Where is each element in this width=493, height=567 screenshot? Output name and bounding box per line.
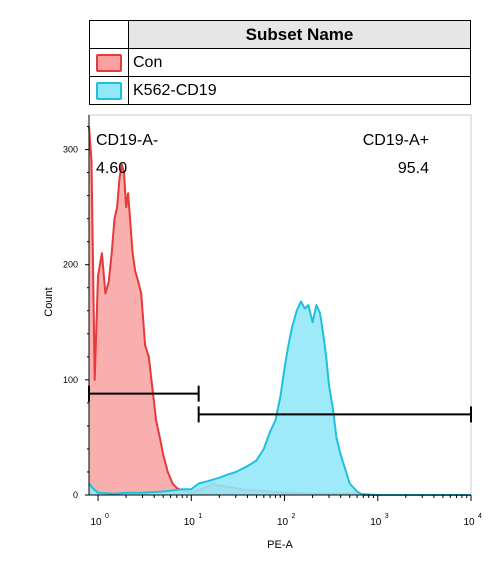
legend-header-row: Subset Name xyxy=(89,20,471,49)
x-tick-label: 10 xyxy=(90,517,102,528)
y-axis-label: Count xyxy=(43,287,55,316)
gate-layer: CD19-A- 4.60 CD19-A+ 95.4 xyxy=(88,132,472,423)
y-tick-label: 200 xyxy=(63,260,78,270)
x-tick-exponent: 4 xyxy=(478,513,482,520)
legend-table: Subset Name Con K562-CD19 xyxy=(89,20,471,105)
gate-label-cd19-a-: CD19-A- xyxy=(96,132,158,149)
y-tick-label: 100 xyxy=(63,375,78,385)
legend-swatch-cell xyxy=(89,76,129,105)
legend-label-k562-cd19: K562-CD19 xyxy=(128,76,471,105)
legend-row-k562-cd19: K562-CD19 xyxy=(89,76,471,105)
series-line-k562-cd19 xyxy=(88,300,471,496)
legend-header: Subset Name xyxy=(128,20,471,49)
x-tick-label: 10 xyxy=(277,517,289,528)
series-area-con xyxy=(89,126,471,495)
series-layer xyxy=(88,126,471,496)
series-area-k562-cd19 xyxy=(89,301,471,495)
x-tick-label: 10 xyxy=(463,517,475,528)
x-tick-label: 10 xyxy=(370,517,382,528)
y-tick-label: 0 xyxy=(73,490,78,500)
x-tick-exponent: 3 xyxy=(385,513,389,520)
x-tick-exponent: 1 xyxy=(198,513,202,520)
x-tick-label: 10 xyxy=(184,517,196,528)
x-tick-exponent: 2 xyxy=(292,513,296,520)
legend-swatch-k562-cd19 xyxy=(96,81,122,100)
gate-value-cd19-a-: 95.4 xyxy=(398,160,429,177)
x-axis-label: PE-A xyxy=(267,539,293,551)
x-tick-exponent: 0 xyxy=(105,513,109,520)
gate-value-cd19-a-: 4.60 xyxy=(96,160,127,177)
y-tick-label: 300 xyxy=(63,145,78,155)
gate-label-cd19-a-: CD19-A+ xyxy=(363,132,429,149)
legend-swatch-con xyxy=(96,53,122,72)
